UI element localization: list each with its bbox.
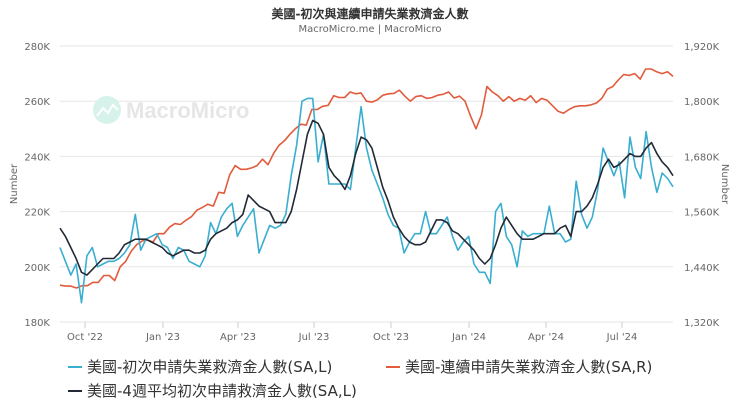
legend-item-4wk-average[interactable]: 美國-4週平均初次申請救濟金人數(SA,L)	[68, 380, 357, 401]
svg-text:Apr '23: Apr '23	[220, 332, 256, 343]
svg-text:1,320K: 1,320K	[684, 318, 720, 329]
svg-text:260K: 260K	[24, 97, 50, 108]
svg-text:1,560K: 1,560K	[684, 208, 720, 219]
y-axis-left-label: Number	[9, 163, 20, 204]
svg-text:1,920K: 1,920K	[684, 42, 720, 53]
svg-text:Jan '24: Jan '24	[451, 332, 486, 343]
series-line	[59, 68, 674, 289]
legend-item-initial-claims[interactable]: 美國-初次申請失業救濟金人數(SA,L)	[68, 356, 332, 377]
chart-subtitle: MacroMicro.me | MacroMicro	[298, 24, 442, 35]
svg-text:280K: 280K	[24, 42, 50, 53]
y-axis-right: 1,320K 1,440K 1,560K 1,680K 1,800K 1,920K	[684, 42, 720, 329]
legend-swatch-icon	[386, 365, 400, 368]
series-lines	[59, 68, 674, 304]
svg-text:Oct '23: Oct '23	[373, 332, 409, 343]
legend-label: 美國-連續申請失業救濟金人數(SA,R)	[405, 358, 653, 376]
svg-text:240K: 240K	[24, 152, 50, 163]
svg-text:200K: 200K	[24, 263, 50, 274]
x-axis: Oct '22 Jan '23 Apr '23 Jul '23 Oct '23 Jan '…	[67, 322, 637, 343]
series-line	[59, 119, 674, 276]
legend-item-continuing-claims[interactable]: 美國-連續申請失業救濟金人數(SA,R)	[386, 356, 652, 377]
chart-title: 美國-初次與連續申請失業救濟金人數	[271, 7, 469, 21]
legend-label: 美國-初次申請失業救濟金人數(SA,L)	[87, 358, 333, 376]
svg-text:Jul '23: Jul '23	[298, 332, 330, 343]
svg-text:Oct '22: Oct '22	[67, 332, 103, 343]
watermark-text: MacroMicro	[126, 98, 249, 123]
watermark: MacroMicro	[93, 96, 249, 124]
legend-swatch-icon	[68, 365, 82, 368]
svg-text:Jul '24: Jul '24	[606, 332, 638, 343]
legend-label: 美國-4週平均初次申請救濟金人數(SA,L)	[87, 382, 357, 400]
svg-text:1,680K: 1,680K	[684, 152, 720, 163]
svg-text:Jan '23: Jan '23	[145, 332, 180, 343]
svg-text:1,440K: 1,440K	[684, 263, 720, 274]
svg-text:Apr '24: Apr '24	[528, 332, 564, 343]
gridlines	[60, 45, 673, 323]
svg-text:220K: 220K	[24, 208, 50, 219]
series-line	[59, 97, 674, 304]
chart-line-icon	[93, 96, 121, 124]
y-axis-right-label: Number	[719, 164, 730, 205]
y-axis-left: 180K 200K 220K 240K 260K 280K	[24, 42, 50, 329]
svg-text:1,800K: 1,800K	[684, 97, 720, 108]
svg-text:180K: 180K	[24, 318, 50, 329]
legend-swatch-icon	[68, 389, 82, 392]
